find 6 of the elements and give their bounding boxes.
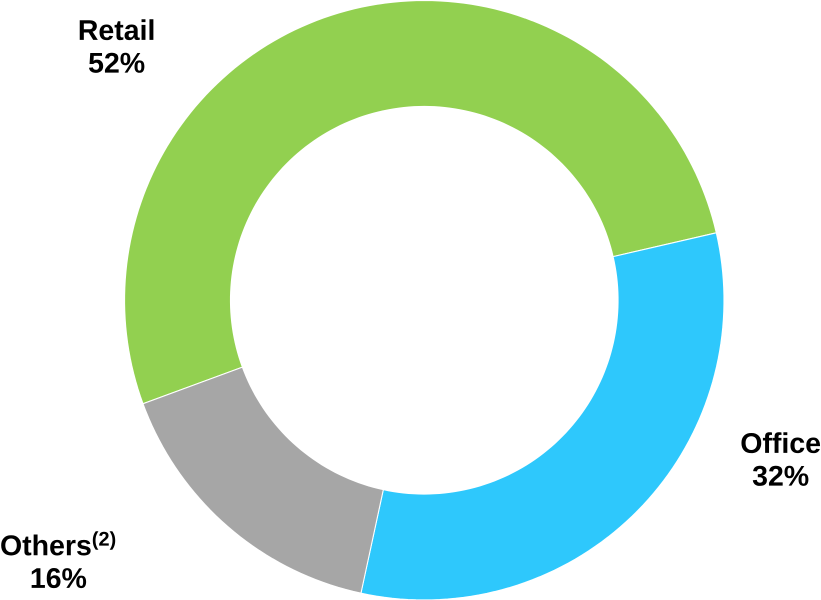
data-label: 32% [752, 465, 808, 486]
data-label: 52% [88, 52, 144, 73]
data-label: 16% [32, 568, 86, 588]
slice-label: Retail [80, 19, 154, 40]
slice-label: Others$^{(2)}$ [1, 530, 116, 556]
slice-label: Office [741, 432, 820, 453]
